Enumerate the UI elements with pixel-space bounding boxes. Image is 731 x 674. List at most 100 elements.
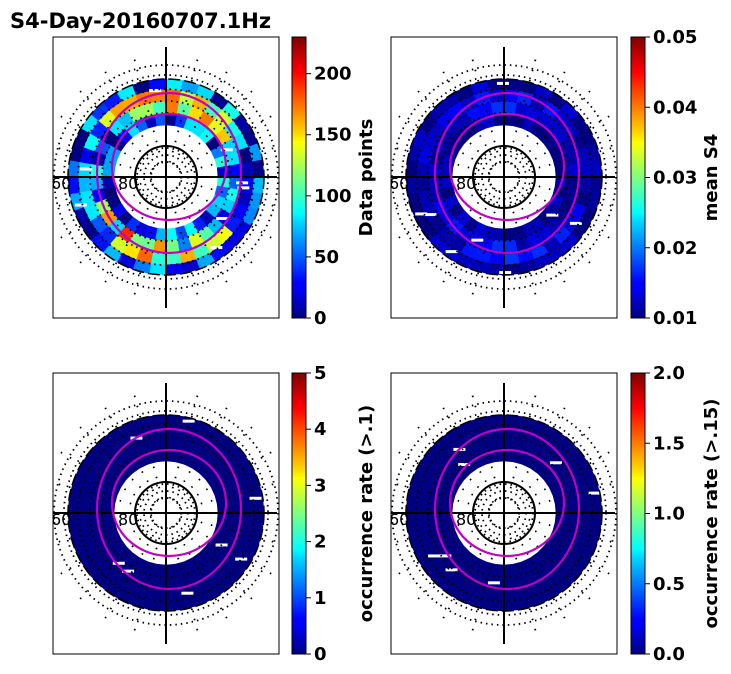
missing-bin [415, 212, 428, 216]
meridian-line [53, 145, 152, 174]
missing-bin [80, 167, 93, 171]
colorbar-label: occurrence rate (>.1) [356, 405, 377, 622]
colorbar-tick-label: 200 [314, 64, 352, 85]
meridian-line [510, 189, 570, 291]
heatmap-cell [490, 100, 505, 115]
meridian-line [100, 63, 160, 165]
auroral-oval-poleward [110, 112, 228, 222]
map-area: 60 80 [51, 47, 279, 308]
colorbar-tick-label: 0.0 [653, 644, 685, 665]
meridian-line [438, 189, 498, 291]
heatmap-cell [240, 512, 255, 529]
meridian-line [73, 522, 157, 606]
heatmap-cell [216, 165, 231, 178]
colorbar [630, 372, 646, 655]
heatmap-cell [148, 78, 167, 91]
heatmap-cell [77, 512, 92, 529]
colorbar-tick-label: 5 [314, 363, 327, 384]
meridian-line [73, 186, 157, 270]
colorbar-tick-label: 150 [314, 125, 352, 146]
colorbar-tick-label: 0.03 [653, 168, 697, 189]
lat-label-60: 60 [51, 174, 71, 193]
missing-bin [112, 561, 125, 565]
heatmap-cell [415, 497, 430, 514]
meridian-line [100, 189, 160, 291]
meridian-line [169, 387, 201, 499]
meridian-line [53, 481, 152, 510]
meridian-line [518, 516, 617, 545]
heatmap-cell [415, 176, 430, 193]
heatmap-cell [216, 501, 231, 514]
missing-bin [249, 496, 262, 500]
meridian-line [53, 516, 152, 545]
meridian-line [391, 183, 492, 243]
axes-frame [52, 36, 280, 319]
heatmap-cell [152, 100, 167, 115]
meridian-line [391, 180, 490, 209]
meridian-line [469, 191, 501, 303]
meridian-line [516, 111, 617, 171]
meridian-line [516, 519, 617, 579]
heatmap-cell [503, 424, 520, 439]
meridian-line [175, 420, 259, 504]
meridian-line [438, 399, 498, 501]
meridian-line [178, 519, 279, 579]
missing-bin [235, 557, 248, 561]
heatmap-cell [165, 227, 178, 242]
lat-label-60: 60 [389, 174, 409, 193]
meridian-line [513, 186, 597, 270]
meridian-line [391, 481, 490, 510]
meridian-line [507, 191, 539, 303]
meridian-line [175, 186, 259, 270]
panel-occurrence-rate-01: 60 80 0 1 2 3 4 5 occurrence rate (>.1) [52, 363, 377, 665]
meridian-line [53, 180, 152, 209]
meridian-line [516, 447, 617, 507]
meridian-line [175, 522, 259, 606]
meridian-line [172, 525, 232, 627]
heatmap-cell [148, 414, 167, 427]
auroral-oval-equatorward [95, 427, 243, 591]
colorbar-tick-label: 0.5 [653, 574, 685, 595]
figure-title: S4-Day-20160707.1Hz [10, 9, 271, 33]
meridian-line [178, 111, 279, 171]
colorbar-tick-label: 0.01 [653, 308, 697, 329]
meridian-line [169, 51, 201, 163]
lat-label-60: 60 [389, 510, 409, 529]
missing-bin [210, 246, 223, 250]
meridian-line [73, 84, 157, 168]
meridian-line [411, 522, 495, 606]
meridian-line [131, 51, 163, 163]
meridian-line [172, 63, 232, 165]
missing-bin [216, 216, 229, 220]
auroral-oval-equatorward [433, 91, 581, 255]
meridian-line [131, 191, 163, 303]
colorbar [291, 36, 307, 319]
meridian-line [53, 111, 154, 171]
missing-bin [496, 81, 509, 85]
meridian-line [172, 189, 232, 291]
missing-bin [220, 148, 233, 152]
meridian-line [391, 111, 492, 171]
lat-label-80: 80 [456, 174, 476, 193]
meridian-line [507, 527, 539, 639]
map-area: 60 80 [53, 383, 279, 644]
colorbar-tick-label: 0 [314, 308, 327, 329]
meridian-line [469, 527, 501, 639]
heatmap-cell [554, 501, 569, 514]
heatmap-cell [77, 176, 92, 193]
colorbar-tick-label: 2 [314, 532, 327, 553]
meridian-line [518, 180, 617, 209]
meridian-line [391, 516, 490, 545]
missing-bin [122, 569, 135, 573]
meridian-line [53, 447, 154, 507]
colorbar-tick-label: 0.04 [653, 97, 697, 118]
missing-bin [424, 213, 437, 217]
colorbar-tick-label: 50 [314, 247, 339, 268]
missing-bin [588, 491, 601, 495]
meridian-line [513, 84, 597, 168]
meridian-line [131, 527, 163, 639]
panel-data-points: 60 80 0 50 100 150 200 Data points [51, 36, 377, 329]
heatmap-cell [554, 165, 569, 178]
heatmap-cell [415, 161, 430, 178]
